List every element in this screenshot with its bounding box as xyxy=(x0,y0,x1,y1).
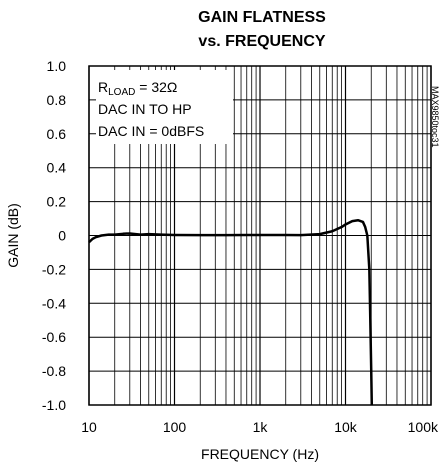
annotation-load-subscript: LOAD xyxy=(108,87,135,98)
annotation-load-value: = 32Ω xyxy=(135,79,177,95)
x-tick-label: 100 xyxy=(163,419,187,435)
x-tick-label: 10 xyxy=(81,419,97,435)
x-axis-label: FREQUENCY (Hz) xyxy=(201,446,319,462)
y-tick-label: 1.0 xyxy=(47,58,67,74)
plot-frame xyxy=(88,65,432,406)
y-axis-label: GAIN (dB) xyxy=(5,203,21,268)
x-tick-label: 10k xyxy=(334,419,358,435)
chart-title-line1: GAIN FLATNESS xyxy=(198,9,326,26)
x-tick-label: 1k xyxy=(253,419,269,435)
y-tick-label: -0.8 xyxy=(42,363,66,379)
gain-series-line xyxy=(88,218,374,406)
chart-title-line2: vs. FREQUENCY xyxy=(198,33,325,50)
annotation-level: DAC IN = 0dBFS xyxy=(98,123,204,139)
y-tick-label: 0.4 xyxy=(47,160,67,176)
y-tick-label: 0 xyxy=(58,228,66,244)
x-tick-label: 100k xyxy=(408,419,439,435)
y-tick-label: -0.4 xyxy=(42,295,66,311)
y-tick-labels: 1.0 0.8 0.6 0.4 0.2 0 -0.2 -0.4 -0.6 -0.8 -1.0 xyxy=(42,58,66,413)
y-tick-label: 0.8 xyxy=(47,92,67,108)
y-tick-label: -1.0 xyxy=(42,397,66,413)
part-code-label: MAX9850toc31 xyxy=(430,86,439,148)
annotation-load-r: R xyxy=(98,79,108,95)
y-tick-label: 0.6 xyxy=(47,126,67,142)
y-tick-label: -0.2 xyxy=(42,261,66,277)
x-tick-labels: 10 100 1k 10k 100k xyxy=(81,419,439,435)
annotation-load: RLOAD = 32Ω xyxy=(98,79,177,98)
y-tick-label: -0.6 xyxy=(42,329,66,345)
annotation-path: DAC IN TO HP xyxy=(98,101,192,117)
y-tick-label: 0.2 xyxy=(47,194,67,210)
annotation-box xyxy=(96,70,233,144)
